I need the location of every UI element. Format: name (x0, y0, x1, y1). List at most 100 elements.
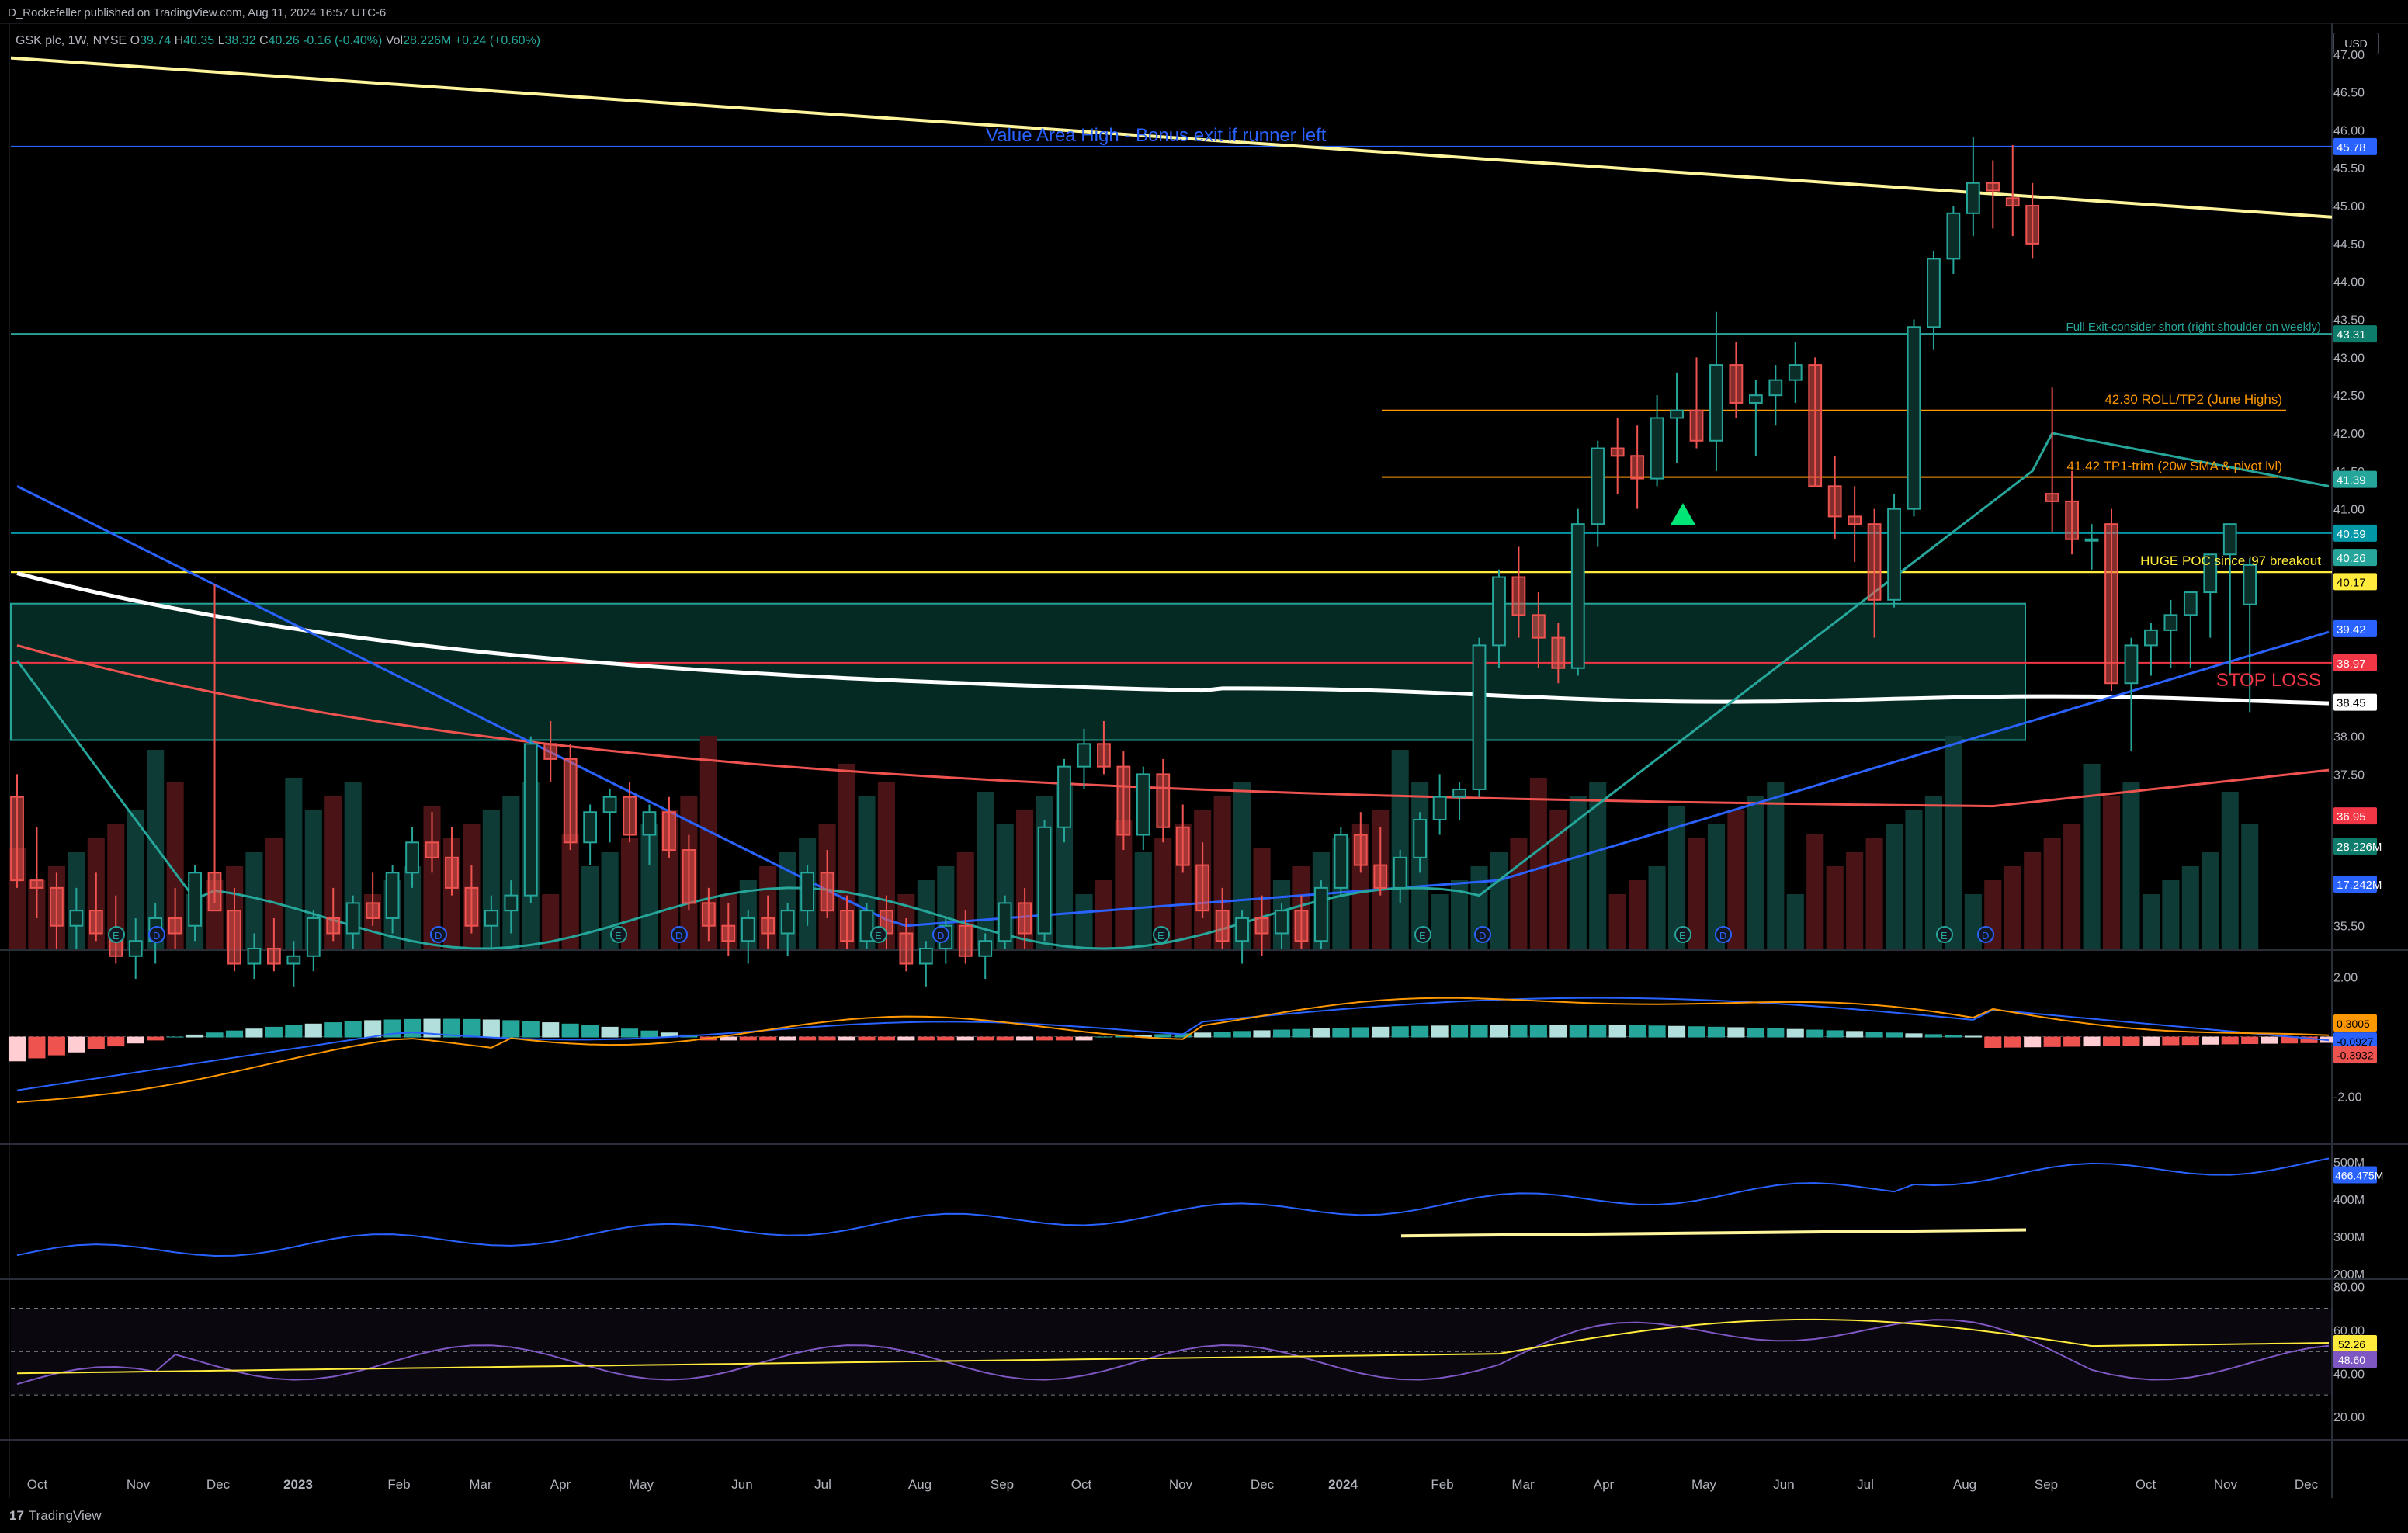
obv-badge (2333, 1166, 2377, 1184)
candle-body (345, 902, 360, 935)
volume-change-value: +0.24 (+0.60%) (454, 34, 541, 47)
macd-histogram-bar (166, 1036, 184, 1038)
currency-button[interactable]: USD (2333, 33, 2379, 54)
time-axis-label: Dec (1251, 1477, 1275, 1492)
macd-histogram-bar (127, 1036, 144, 1044)
candle-body (1650, 417, 1664, 480)
price-axis-tick: 46.00 (2333, 124, 2365, 137)
volume-bar (1865, 838, 1883, 949)
symbol-name[interactable]: GSK plc, 1W, NYSE (16, 34, 127, 47)
candle-body (29, 879, 44, 889)
macd-histogram-bar (364, 1020, 382, 1038)
volume-bar (2102, 796, 2121, 949)
candle-body (701, 902, 716, 927)
tradingview-footer[interactable]: 17 TradingView (9, 1508, 101, 1524)
candle-body (1215, 910, 1230, 942)
volume-bar (1490, 852, 1508, 949)
macd-histogram-bar (1727, 1027, 1745, 1038)
time-axis-label: Apr (1594, 1477, 1615, 1492)
price-axis-tick: 42.50 (2333, 390, 2365, 403)
low-value: 38.32 (224, 34, 256, 47)
volume-bar (1510, 838, 1528, 949)
macd-histogram-bar (1688, 1026, 1705, 1038)
event-marker-label: D (1479, 930, 1486, 942)
volume-bar (2004, 866, 2021, 949)
price-axis-tick: 43.50 (2333, 314, 2365, 328)
macd-histogram-bar (147, 1036, 165, 1041)
candle-body (266, 948, 281, 965)
time-axis-label: Feb (1431, 1477, 1453, 1492)
candle-body (1630, 455, 1645, 480)
macd-histogram-bar (502, 1020, 520, 1038)
candle-body (1511, 576, 1526, 616)
macd-signal-line (16, 997, 2330, 1104)
macd-histogram-bar (620, 1028, 639, 1038)
macd-histogram-bar (1194, 1032, 1212, 1038)
candle-body (623, 796, 637, 836)
price-badge-text: 39.42 (2337, 623, 2366, 636)
volume-bar (147, 750, 165, 949)
volume-bar (423, 806, 441, 949)
macd-badge-text: -0.0927 (2337, 1035, 2374, 1048)
macd-histogram-bar (324, 1022, 342, 1038)
price-axis-tick: 42.00 (2333, 428, 2365, 441)
candle-body (366, 902, 380, 919)
close-label: C (259, 34, 269, 47)
obv-axis-tick: 400M (2333, 1194, 2365, 1207)
price-badge (2333, 137, 2377, 155)
price-badge-text: 41.39 (2337, 474, 2366, 487)
candle-body (445, 856, 459, 889)
price-axis-tick: 45.50 (2333, 162, 2365, 175)
macd-histogram-bar (2181, 1036, 2199, 1046)
change-value: -0.16 (-0.40%) (303, 34, 383, 47)
macd-histogram-bar (640, 1030, 658, 1038)
candle-body (1848, 515, 1862, 525)
event-marker-icon (870, 926, 887, 943)
value-area-box (10, 602, 2026, 741)
candle-body (50, 886, 64, 927)
macd-histogram-bar (1016, 1036, 1034, 1041)
candle-body (1136, 773, 1150, 836)
price-badge (2333, 325, 2377, 343)
volume-bar (1233, 782, 1251, 949)
rsi-ma-line (16, 1318, 2330, 1375)
candle-body (682, 849, 696, 904)
candle-body (425, 841, 439, 858)
candle-body (2065, 500, 2080, 540)
volume-bar (2043, 838, 2061, 949)
macd-histogram-bar (2202, 1036, 2219, 1045)
rsi-badge (2333, 1335, 2377, 1353)
candle-body (484, 910, 498, 927)
volume-bar (1569, 796, 1587, 949)
candle-body (1827, 485, 1842, 518)
candle-body (2203, 553, 2218, 594)
candle-body (1768, 379, 1783, 397)
candle-body (800, 872, 815, 912)
volume-bar (1134, 852, 1152, 949)
candle-body (1570, 523, 1585, 669)
rsi-badge-text: 52.26 (2338, 1338, 2365, 1351)
price-axis-tick: 45.00 (2333, 200, 2365, 213)
candle-body (2104, 523, 2118, 685)
time-axis-label: Oct (2136, 1477, 2156, 1492)
price-badge (2333, 619, 2377, 637)
price-axis-tick: 41.00 (2333, 504, 2365, 517)
event-marker-label: D (1982, 930, 1989, 942)
macd-histogram-bar (1905, 1033, 1923, 1038)
volume-bar (1075, 894, 1093, 949)
macd-histogram-bar (1964, 1035, 1982, 1038)
macd-histogram-bar (1134, 1035, 1152, 1038)
macd-histogram-bar (1529, 1025, 1547, 1038)
price-axis-tick: 46.50 (2333, 87, 2365, 100)
candle-body (1235, 917, 1249, 942)
candle-body (227, 910, 241, 965)
candle-body (1986, 182, 2000, 192)
candle-body (1077, 743, 1091, 768)
volume-bar (127, 810, 144, 949)
price-badge (2333, 470, 2377, 488)
candle-body (1018, 902, 1032, 935)
publisher-line: D_Rockefeller published on TradingView.c… (8, 6, 387, 19)
tp1-label: 41.42 TP1-trim (20w SMA & pivot lvl) (2067, 459, 2282, 473)
volume-bar (1945, 736, 1962, 949)
